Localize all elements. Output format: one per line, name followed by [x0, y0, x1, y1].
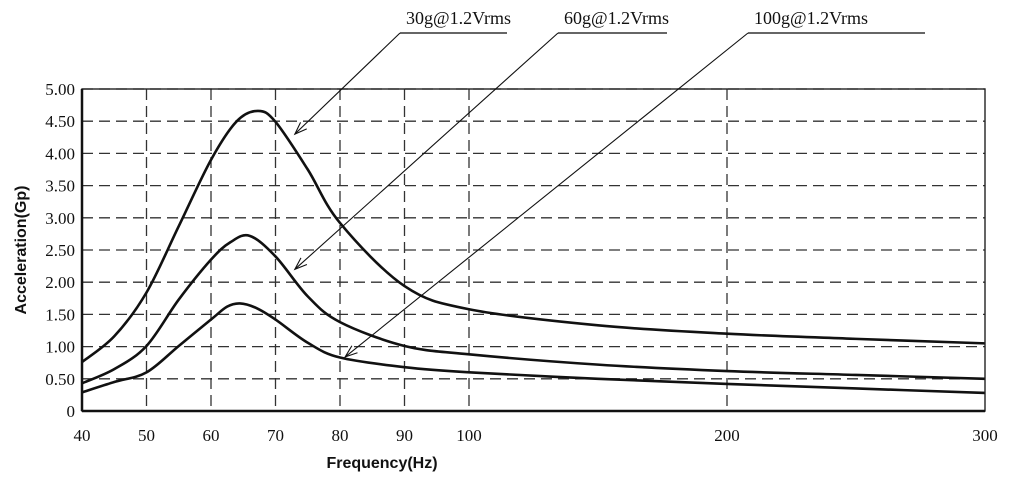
y-tick-label: 1.50	[45, 305, 75, 324]
annotation-label: 60g@1.2Vrms	[564, 8, 669, 28]
x-tick-label: 300	[972, 426, 998, 445]
x-tick-label: 90	[396, 426, 413, 445]
y-tick-label: 2.00	[45, 273, 75, 292]
y-tick-label: 3.50	[45, 177, 75, 196]
series-line-0	[81, 109, 986, 364]
y-tick-label: 1.00	[45, 338, 75, 357]
x-tick-label: 100	[456, 426, 482, 445]
arrowhead-icon	[293, 122, 307, 136]
x-tick-label: 50	[138, 426, 155, 445]
arrowhead-icon	[293, 257, 308, 271]
x-tick-label: 80	[332, 426, 349, 445]
x-tick-label: 70	[267, 426, 284, 445]
y-tick-label: 5.00	[45, 80, 75, 99]
series-line-1	[81, 233, 986, 385]
curves	[81, 109, 986, 395]
y-tick-labels: 0 0.50 1.00 1.50 2.00 2.50 3.00 3.50 4.00 4.50 5.0…	[45, 80, 75, 421]
y-tick-label: 0	[67, 402, 76, 421]
y-tick-label: 4.00	[45, 144, 75, 163]
y-tick-label: 0.50	[45, 370, 75, 389]
x-tick-label: 200	[714, 426, 740, 445]
series-line-2	[81, 302, 986, 395]
x-tick-label: 60	[203, 426, 220, 445]
arrowhead-icon	[343, 345, 358, 358]
annotation-leader	[294, 32, 559, 270]
y-tick-label: 4.50	[45, 112, 75, 131]
x-tick-labels: 40 50 60 70 80 90 100 200 300	[74, 426, 998, 445]
y-axis-label: Acceleration(Gp)	[13, 186, 30, 315]
axes	[80, 88, 986, 413]
y-tick-label: 2.50	[45, 241, 75, 260]
y-tick-label: 3.00	[45, 209, 75, 228]
annotation-leader	[294, 32, 401, 135]
x-tick-label: 40	[74, 426, 91, 445]
annotations: 30g@1.2Vrms 60g@1.2Vrms 100g@1.2Vrms	[293, 8, 925, 358]
annotation-label: 30g@1.2Vrms	[406, 8, 511, 28]
annotation-label: 100g@1.2Vrms	[754, 8, 868, 28]
x-axis-label: Frequency(Hz)	[326, 455, 437, 472]
grid	[82, 88, 985, 411]
annotation-leader	[344, 32, 749, 358]
